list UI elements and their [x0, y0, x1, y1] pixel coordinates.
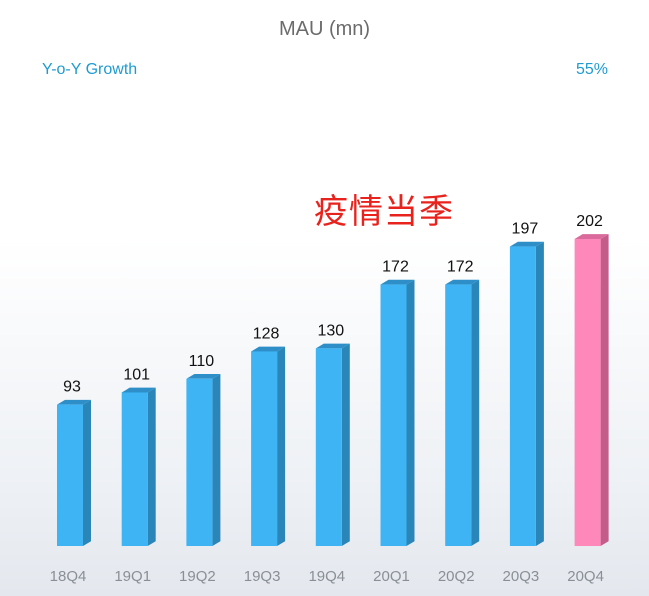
- bar-front: [574, 238, 601, 546]
- bar-top: [186, 374, 221, 379]
- bar-top: [121, 387, 156, 393]
- bar-front: [445, 284, 472, 546]
- data-label: 197: [512, 221, 539, 238]
- data-label: 128: [253, 325, 280, 342]
- bar-side: [406, 279, 415, 546]
- bar-front: [186, 378, 213, 546]
- bar-19Q1: [121, 387, 156, 546]
- bar-front: [315, 348, 342, 546]
- x-tick-label: 20Q1: [373, 568, 410, 585]
- bar-front: [121, 392, 148, 546]
- x-tick-label: 19Q3: [244, 568, 281, 585]
- bar-side: [212, 374, 221, 546]
- x-tick-label: 20Q4: [567, 568, 604, 585]
- bar-side: [277, 346, 286, 546]
- data-label: 110: [189, 353, 215, 370]
- x-tick-label: 18Q4: [50, 568, 87, 585]
- data-label: 172: [382, 259, 409, 276]
- data-label: 130: [317, 322, 344, 339]
- bar-side: [535, 241, 544, 546]
- yoy-growth-label: Y-o-Y Growth: [42, 61, 138, 78]
- bar-20Q1: [380, 279, 415, 546]
- x-tick-label: 19Q2: [179, 568, 216, 585]
- bar-20Q4: [574, 234, 609, 546]
- chart-title: MAU (mn): [278, 18, 371, 40]
- data-label: 202: [576, 213, 603, 230]
- bar-18Q4: [57, 399, 91, 546]
- bar-top: [574, 234, 609, 239]
- bar-top: [57, 399, 91, 405]
- data-label: 101: [123, 366, 150, 383]
- bar-side: [341, 343, 350, 546]
- bar-19Q2: [186, 374, 221, 546]
- bar-side: [471, 279, 480, 546]
- x-tick-label: 19Q4: [308, 568, 345, 585]
- bar-top: [315, 343, 350, 349]
- bar-top: [445, 279, 480, 285]
- bar-side: [600, 234, 609, 546]
- bar-front: [509, 246, 536, 546]
- yoy-growth-value: 55%: [575, 61, 608, 78]
- x-tick-label: 19Q1: [114, 568, 151, 585]
- bar-top: [251, 346, 286, 352]
- data-label: 172: [447, 259, 474, 276]
- bar-top: [509, 241, 544, 247]
- bar-20Q3: [509, 241, 544, 546]
- bar-19Q4: [315, 343, 350, 546]
- bar-top: [380, 279, 415, 285]
- pandemic-quarter-annotation: 疫情当季: [314, 192, 454, 232]
- bar-front: [380, 284, 407, 546]
- bar-front: [251, 351, 278, 546]
- bar-side: [83, 399, 91, 546]
- x-tick-label: 20Q3: [503, 568, 540, 585]
- x-tick-label: 20Q2: [438, 568, 475, 585]
- bar-19Q3: [251, 346, 286, 546]
- bar-side: [147, 387, 156, 546]
- data-label: 93: [63, 379, 81, 396]
- bar-front: [57, 404, 83, 546]
- bar-20Q2: [445, 279, 480, 546]
